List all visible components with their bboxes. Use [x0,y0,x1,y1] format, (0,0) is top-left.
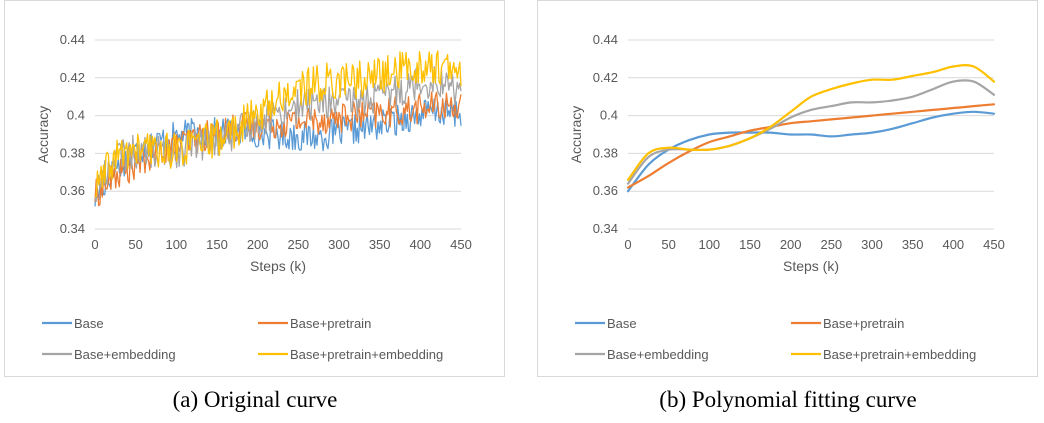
legend-label: Base [607,316,637,331]
x-tick-label: 50 [661,237,675,252]
figure-panel-a: 0.34 0.36 0.38 0.4 0.42 0.44 0 50 100 150 200 250 30… [4,0,506,423]
x-tick-label: 100 [698,237,720,252]
y-tick-label: 0.34 [60,221,85,236]
y-tick-label: 0.4 [67,108,85,123]
x-tick-label: 400 [942,237,964,252]
x-tick-label: 300 [328,237,350,252]
y-tick-label: 0.36 [593,183,618,198]
caption-a: (a) Original curve [172,387,338,412]
x-tick-label: 300 [861,237,883,252]
y-tick-label: 0.38 [60,145,85,160]
series-base-embedding-line [94,65,462,202]
y-tick-label: 0.42 [60,70,85,85]
chart-frame [537,0,1038,377]
x-tick-label: 450 [983,237,1005,252]
y-tick-label: 0.4 [600,108,618,123]
caption-b: (b) Polynomial fitting curve [659,387,917,412]
y-tick-label: 0.42 [593,70,618,85]
x-tick-label: 0 [91,237,98,252]
y-tick-label: 0.36 [60,183,85,198]
legend-label: Base+embedding [74,347,176,362]
x-tick-label: 250 [287,237,309,252]
legend-label: Base+pretrain+embedding [823,347,976,362]
y-tick-label: 0.44 [593,32,618,47]
chart-a: 0.34 0.36 0.38 0.4 0.42 0.44 0 50 100 150 200 250 30… [4,0,505,377]
x-tick-label: 200 [247,237,269,252]
y-axis-title: Accuracy [568,106,584,164]
legend-label: Base [74,316,104,331]
legend-label: Base+pretrain+embedding [290,347,443,362]
x-tick-label: 200 [780,237,802,252]
chart-b: 0.34 0.36 0.38 0.4 0.42 0.44 0 50 100 150 200 250 30… [537,0,1038,377]
y-tick-label: 0.38 [593,145,618,160]
x-tick-label: 150 [206,237,228,252]
y-axis-title: Accuracy [35,106,51,164]
x-axis-title: Steps (k) [250,258,306,274]
series-base-line [626,110,996,193]
x-tick-label: 0 [624,237,631,252]
y-tick-label: 0.34 [593,221,618,236]
legend-label: Base+pretrain [290,316,371,331]
x-tick-label: 450 [450,237,472,252]
x-tick-label: 350 [369,237,391,252]
legend-label: Base+pretrain [823,316,904,331]
x-tick-label: 350 [902,237,924,252]
series-base-pretrain-embedding-line [626,63,996,181]
x-tick-label: 250 [820,237,842,252]
series-base-pretrain-line [626,103,996,189]
x-tick-label: 100 [165,237,187,252]
x-tick-label: 400 [409,237,431,252]
figure-panel-b: 0.34 0.36 0.38 0.4 0.42 0.44 0 50 100 150 200 250 30… [537,0,1039,423]
series-base-pretrain-embedding-line [94,50,462,198]
x-tick-label: 50 [128,237,142,252]
y-tick-label: 0.44 [60,32,85,47]
x-axis-title: Steps (k) [783,258,839,274]
legend-label: Base+embedding [607,347,709,362]
x-tick-label: 150 [739,237,761,252]
